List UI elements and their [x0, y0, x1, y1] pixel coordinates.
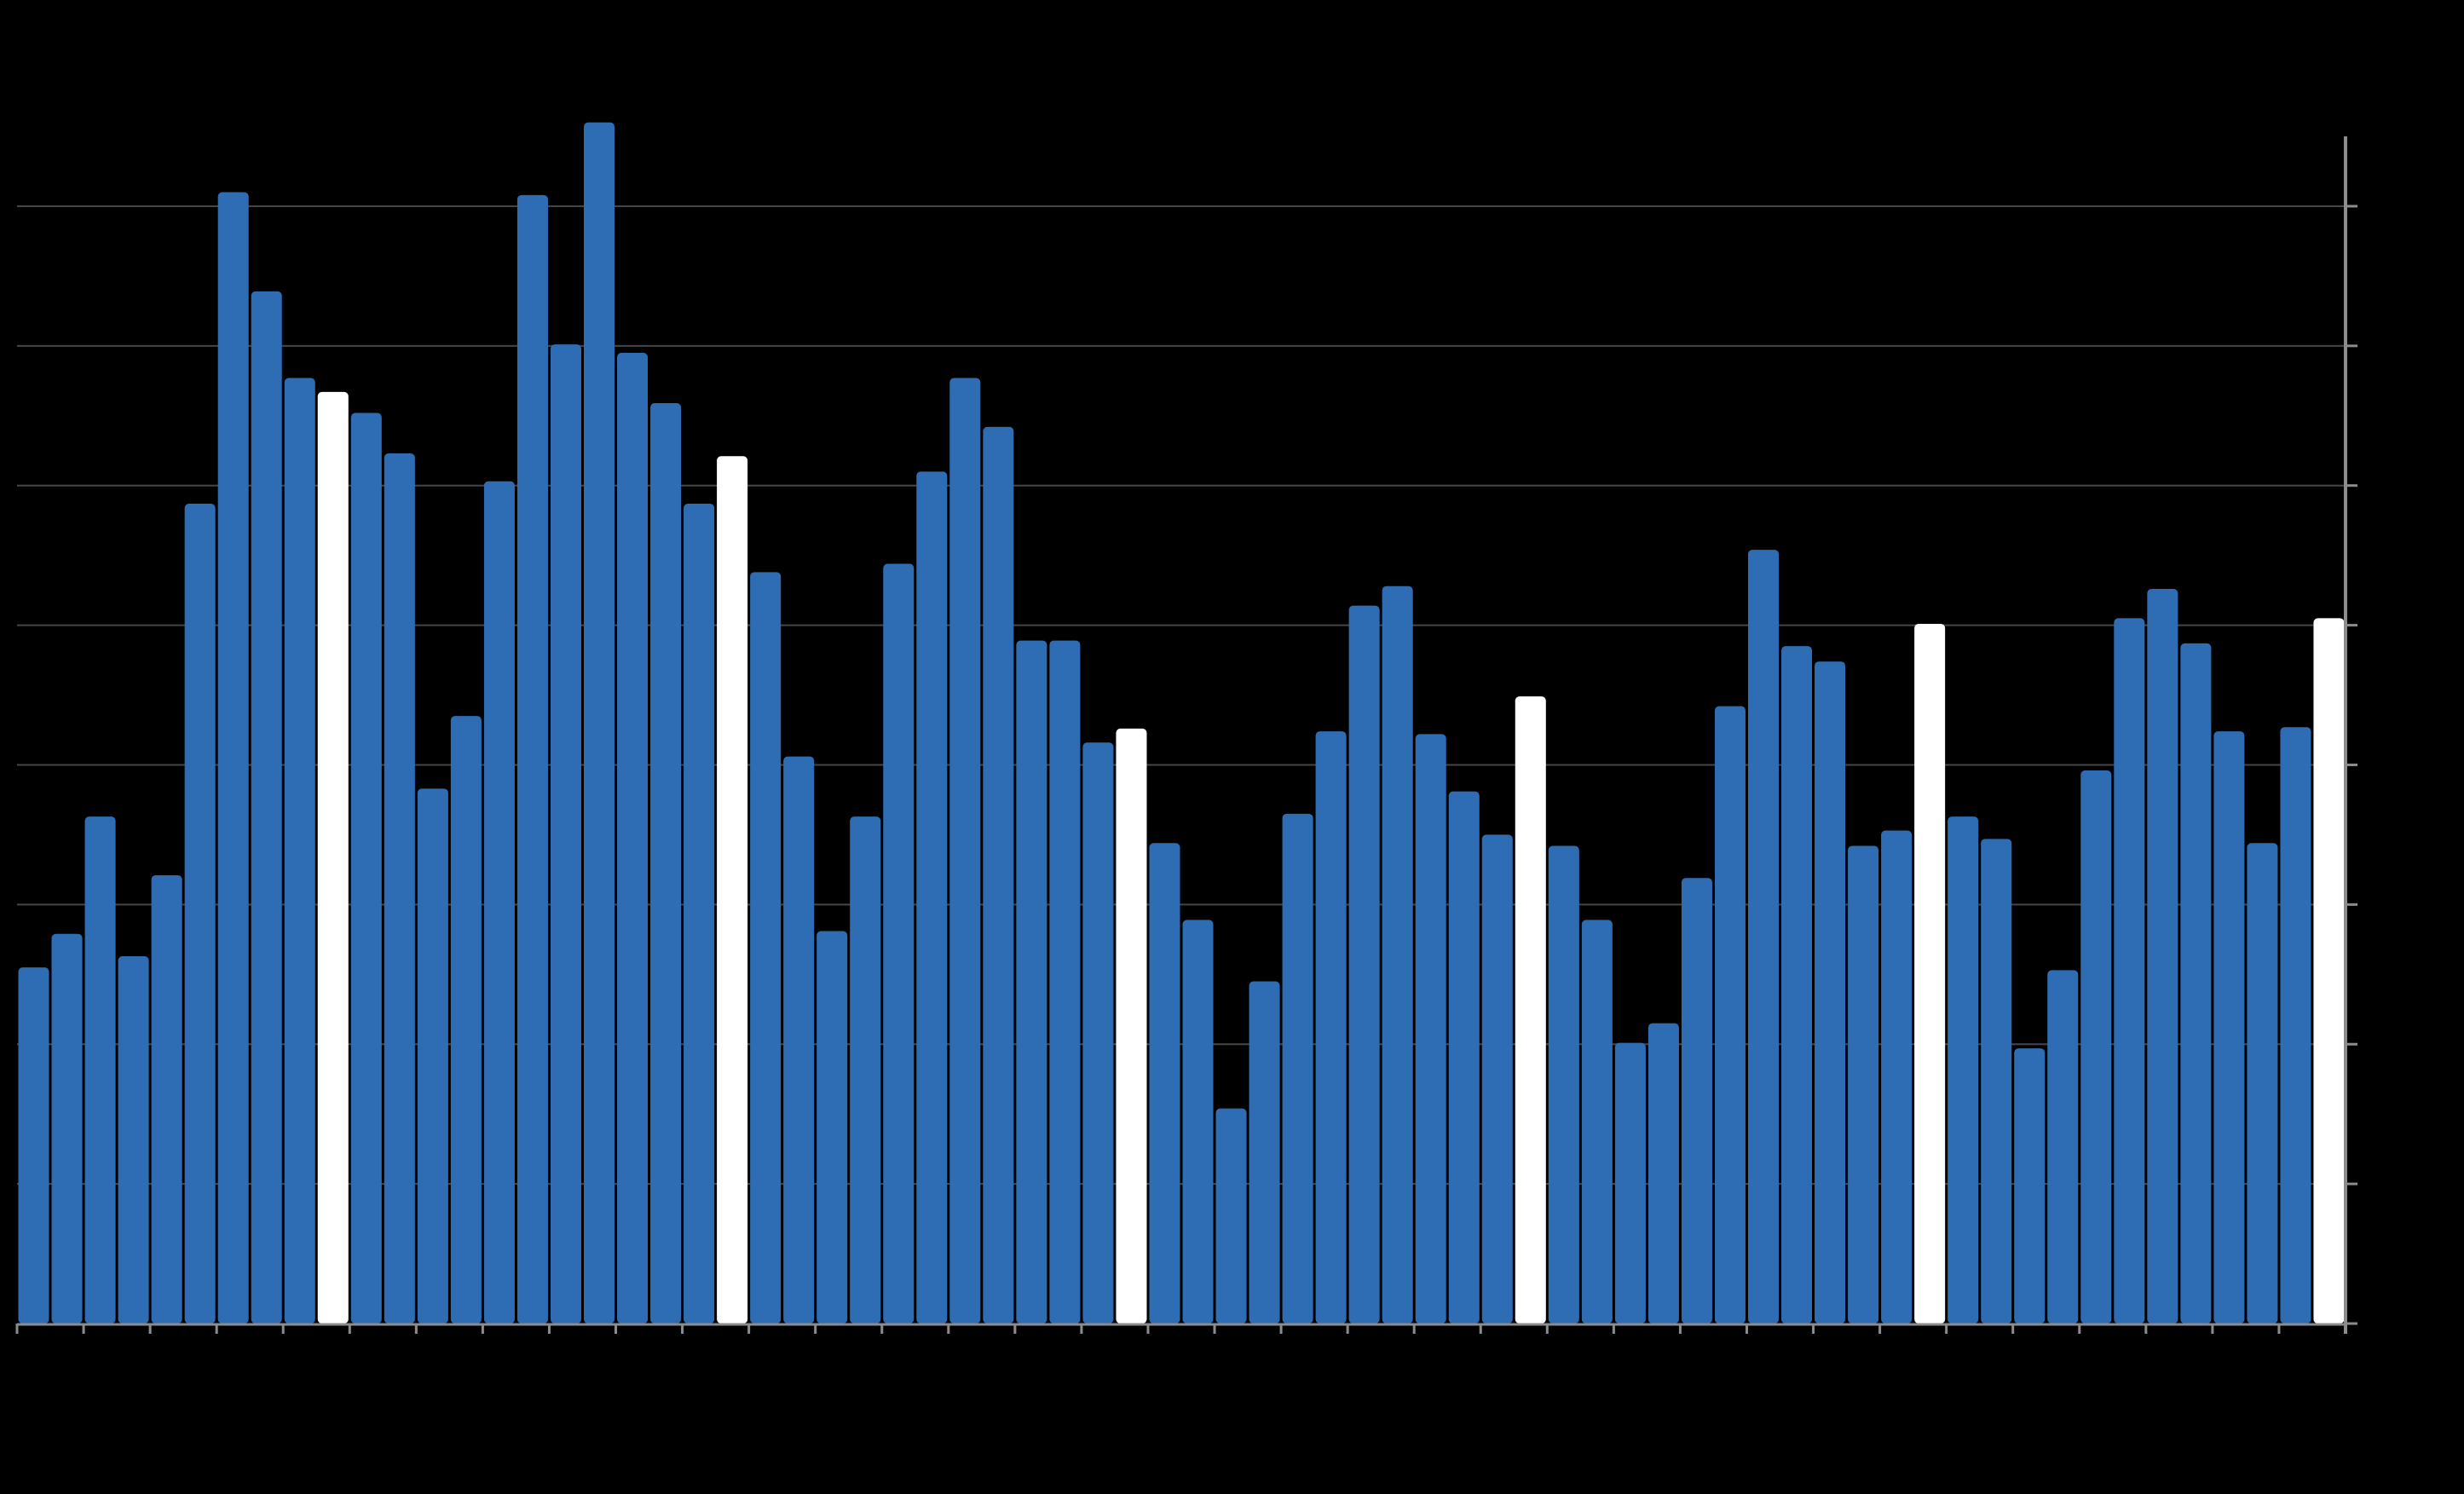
bar [18, 967, 49, 1324]
bar [284, 378, 315, 1324]
bar [1215, 1108, 1247, 1324]
bar [817, 931, 848, 1324]
bar [883, 563, 915, 1324]
bar [483, 481, 515, 1324]
bar [1282, 813, 1313, 1324]
bar [983, 426, 1014, 1324]
bar [1149, 843, 1180, 1324]
bar-highlighted [717, 456, 748, 1324]
bar [2014, 1048, 2046, 1324]
bar [1881, 830, 1913, 1324]
bar [217, 192, 249, 1324]
bar [1981, 839, 2012, 1324]
bar [1614, 1042, 1646, 1324]
bar [1848, 845, 1879, 1324]
bar [617, 353, 649, 1324]
bar [84, 816, 116, 1324]
bar [51, 933, 83, 1324]
bar [2180, 643, 2212, 1324]
bar-highlighted [2313, 618, 2345, 1324]
bars [18, 122, 2345, 1324]
bar [2147, 588, 2178, 1324]
bar [1581, 920, 1613, 1324]
bar [650, 403, 682, 1324]
bar [1315, 731, 1347, 1324]
bar [1082, 742, 1114, 1324]
bar [417, 788, 448, 1324]
bar [1448, 791, 1480, 1324]
bar [1382, 585, 1413, 1324]
bar [2247, 843, 2278, 1324]
bar [1747, 550, 1780, 1324]
bar [1249, 981, 1280, 1324]
bar [1681, 878, 1712, 1324]
bar [184, 504, 216, 1324]
bar-highlighted [317, 391, 349, 1324]
bar [2280, 727, 2311, 1324]
bar [350, 412, 382, 1324]
bar [1647, 1023, 1679, 1324]
bar [783, 756, 815, 1324]
axes [15, 136, 2357, 1334]
bar [1415, 734, 1446, 1324]
bar [850, 816, 881, 1324]
bar [516, 194, 548, 1324]
bar [2047, 970, 2079, 1324]
bar [1548, 845, 1579, 1324]
bar-highlighted [1515, 696, 1546, 1324]
bar [1016, 640, 1047, 1324]
bar [251, 291, 282, 1324]
bar [916, 471, 948, 1324]
bar [118, 955, 149, 1324]
bar [384, 453, 415, 1324]
bar [1781, 646, 1813, 1324]
bar [1182, 920, 1214, 1324]
bar [1481, 834, 1513, 1324]
bar [1948, 816, 1979, 1324]
bar [2213, 731, 2245, 1324]
bar-highlighted [1914, 623, 1946, 1324]
bar [1815, 661, 1846, 1324]
bar [750, 572, 782, 1324]
bar [684, 504, 715, 1324]
bar [2114, 618, 2145, 1324]
bar [1348, 605, 1380, 1324]
bar [1049, 640, 1081, 1324]
bar [583, 122, 615, 1324]
bar [450, 716, 482, 1324]
bar [550, 344, 581, 1324]
bar [1714, 706, 1746, 1324]
bar [151, 874, 182, 1324]
bar [949, 378, 981, 1324]
bar [2080, 770, 2112, 1324]
bar-highlighted [1116, 728, 1147, 1324]
